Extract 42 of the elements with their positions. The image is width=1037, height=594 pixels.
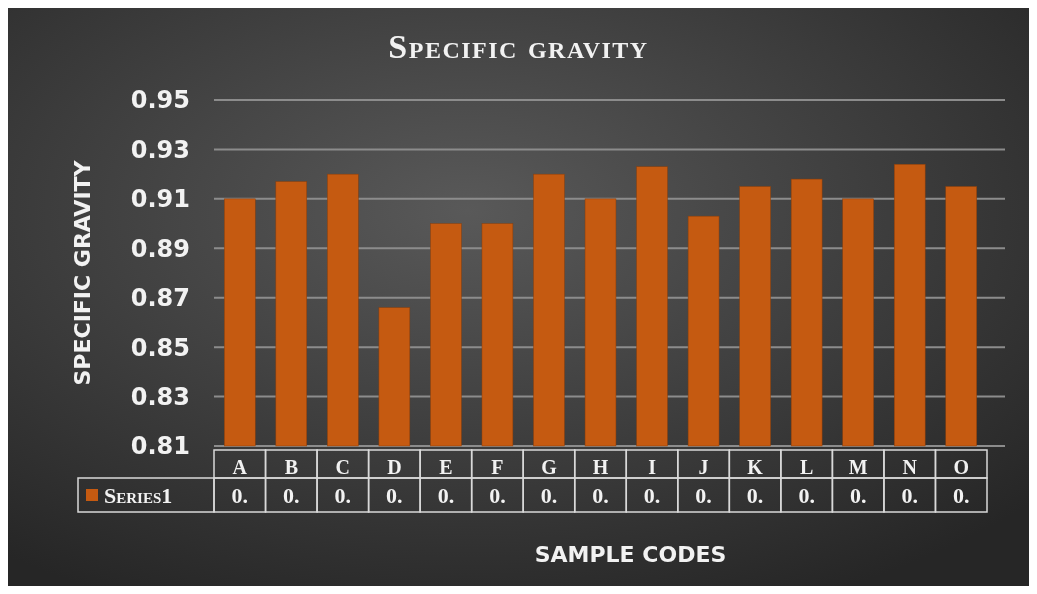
x-tick-label: L — [799, 456, 814, 478]
y-tick-label: 0.91 — [130, 185, 190, 214]
text: 0. — [952, 482, 970, 508]
x-tick-label: C — [335, 456, 351, 478]
y-tick-label: 0.85 — [130, 333, 190, 362]
x-tick-label: H — [592, 456, 609, 478]
text: 0. — [334, 482, 352, 508]
x-tick-label: F — [491, 456, 504, 478]
x-tick-label: K — [747, 456, 764, 478]
text: 0. — [695, 482, 712, 508]
x-tick-label: I — [648, 456, 657, 478]
text: 0. — [489, 482, 506, 508]
text: 0. — [540, 482, 558, 508]
x-tick-label: J — [698, 456, 709, 478]
y-tick-label: 0.93 — [130, 135, 190, 164]
text: 0. — [283, 482, 300, 508]
x-tick-label: M — [848, 456, 868, 478]
chart-title: Specific gravity — [388, 28, 649, 65]
y-tick-label: 0.95 — [130, 86, 190, 115]
x-tick-label: D — [387, 456, 402, 478]
text: 0. — [592, 482, 609, 508]
x-tick-label: G — [541, 456, 558, 478]
text: 0. — [437, 482, 455, 508]
text: 0. — [901, 482, 918, 508]
x-tick-label: O — [953, 456, 970, 478]
y-tick-label: 0.81 — [130, 432, 190, 461]
x-tick-label: E — [439, 456, 453, 478]
text: 0. — [849, 482, 867, 508]
y-tick-label: 0.89 — [130, 234, 190, 263]
y-axis-title: SPECIFIC GRAVITY — [70, 159, 95, 386]
text: 0. — [798, 482, 815, 508]
text: 0. — [643, 482, 661, 508]
x-tick-label: N — [902, 456, 918, 478]
y-tick-label: 0.87 — [130, 284, 190, 313]
text: 0. — [231, 482, 249, 508]
text: Series1 — [104, 482, 173, 508]
x-axis-title: SAMPLE CODES — [534, 542, 727, 567]
y-tick-label: 0.83 — [130, 382, 190, 411]
x-tick-label: B — [284, 456, 298, 478]
text: 0. — [386, 482, 403, 508]
text: 0. — [746, 482, 764, 508]
x-tick-label: A — [232, 456, 248, 478]
